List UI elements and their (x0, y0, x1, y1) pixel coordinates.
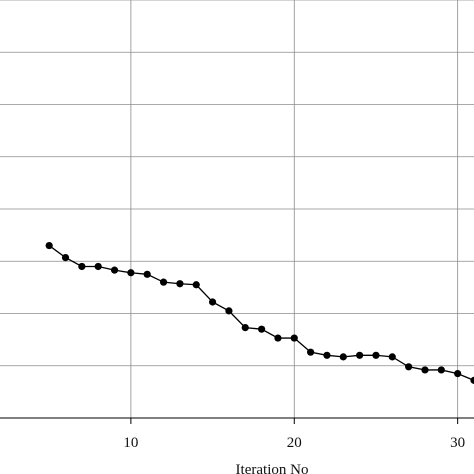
axes (0, 417, 474, 424)
series-line (48, 245, 474, 381)
data-point (110, 266, 119, 274)
data-point (372, 351, 380, 359)
data-point (257, 325, 266, 333)
data-point (323, 351, 331, 359)
data-point (307, 348, 315, 356)
data-point (437, 366, 445, 374)
x-tick-label: 30 (450, 435, 465, 451)
x-tick-label: 20 (287, 435, 302, 451)
data-point (208, 298, 217, 306)
data-point (388, 353, 396, 361)
data-point (405, 363, 413, 371)
series-layer (45, 241, 474, 384)
data-point (290, 334, 298, 342)
x-tick-labels: 10 20 30 (123, 435, 465, 451)
data-point (45, 241, 53, 250)
data-point (78, 262, 86, 271)
data-point (454, 369, 462, 378)
data-point (143, 270, 151, 278)
data-point (159, 278, 168, 286)
data-point (470, 376, 474, 384)
data-point (356, 351, 364, 359)
data-point (192, 281, 200, 289)
data-point (274, 334, 282, 342)
data-point (61, 253, 70, 262)
data-point (94, 262, 102, 271)
data-point (339, 353, 347, 361)
x-tick-label: 10 (123, 435, 138, 451)
data-point (421, 366, 429, 374)
data-point (176, 280, 184, 288)
grid (0, 0, 474, 419)
x-axis-label: Iteration No (236, 462, 309, 474)
data-point (127, 269, 135, 277)
data-point (225, 307, 233, 315)
data-point (241, 324, 249, 332)
